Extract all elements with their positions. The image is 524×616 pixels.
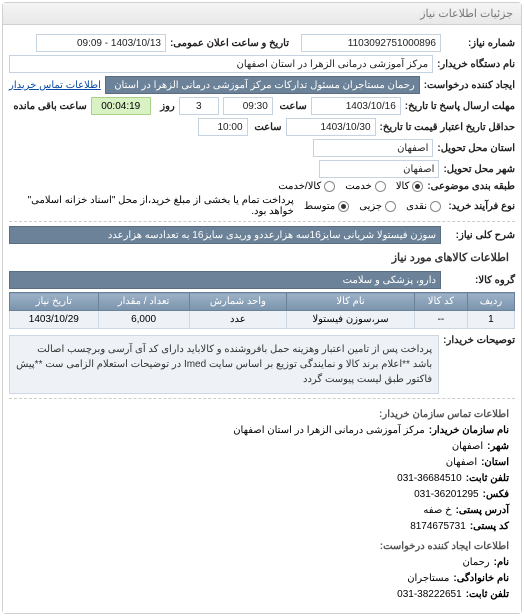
contact-block: اطلاعات تماس سازمان خریدار: نام سازمان خ…: [9, 403, 515, 607]
goods-group-field: دارو، پزشکی و سلامت: [9, 271, 441, 289]
col-code: کد کالا: [414, 293, 467, 311]
category-radio-group: کالا خدمت کالا/خدمت: [278, 181, 423, 192]
radio-full-icon: [338, 201, 349, 212]
creator-field: رحمان مستاجران مسئول تدارکات مرکز آموزشی…: [105, 76, 420, 94]
deadline-label: مهلت ارسال پاسخ تا تاریخ:: [405, 101, 515, 112]
contact-fax: 031-36201295: [414, 487, 479, 503]
time-label-2: ساعت: [252, 122, 282, 133]
remain-label: ساعت باقی مانده: [13, 101, 86, 112]
remain-field: 00:04:19: [91, 97, 151, 115]
table-header-row: ردیف کد کالا نام کالا واحد شمارش تعداد /…: [10, 293, 515, 311]
contact-org-label: نام سازمان خریدار:: [429, 423, 509, 439]
deadline-date-field: 1403/10/16: [311, 97, 401, 115]
contact-name-label: نام:: [494, 555, 509, 571]
buyer-org-field: مرکز آموزشی درمانی الزهرا در استان اصفها…: [9, 55, 433, 73]
buyer-desc-box: پرداخت پس از تامین اعتبار وهزینه حمل باف…: [9, 335, 439, 394]
radio-full-label: متوسط: [304, 201, 335, 212]
cell-unit: عدد: [189, 311, 287, 329]
contact-city-label: شهر:: [487, 439, 509, 455]
radio-partial-icon: [385, 201, 396, 212]
time-label-1: ساعت: [277, 101, 307, 112]
col-date: تاریخ نیاز: [10, 293, 99, 311]
radio-goods-service-label: کالا/خدمت: [278, 181, 321, 192]
brief-field: سوزن فیستولا شریانی سایز16سه هزارعددو ور…: [9, 226, 441, 244]
contact-phone-label: تلفن ثابت:: [466, 471, 509, 487]
buy-type-label: نوع فرآیند خرید:: [445, 201, 515, 212]
creator-label: ایجاد کننده درخواست:: [424, 80, 515, 91]
contact-cphone: 031-38222651: [397, 587, 462, 603]
radio-service-label: خدمت: [345, 181, 372, 192]
radio-goods[interactable]: کالا: [396, 181, 424, 192]
contact-address-label: آدرس پستی:: [456, 503, 509, 519]
contact-fax-label: فکس:: [483, 487, 509, 503]
col-row: ردیف: [467, 293, 514, 311]
form-body: شماره نیاز: 1103092751000896 تاریخ و ساع…: [3, 25, 521, 613]
goods-section-title: اطلاعات کالاهای مورد نیاز: [9, 247, 515, 268]
contact-family: مستاجران: [407, 571, 449, 587]
validity-label: حداقل تاریخ اعتبار قیمت تا تاریخ:: [380, 122, 515, 133]
contact-phone: 031-36684510: [397, 471, 462, 487]
radio-goods-label: کالا: [396, 181, 410, 192]
need-no-label: شماره نیاز:: [445, 38, 515, 49]
cell-date: 1403/10/29: [10, 311, 99, 329]
validity-time-field: 10:00: [198, 118, 248, 136]
radio-goods-icon: [412, 181, 423, 192]
col-qty: تعداد / مقدار: [98, 293, 189, 311]
col-name: نام کالا: [287, 293, 415, 311]
province-field: اصفهان: [313, 139, 433, 157]
contact-city: اصفهان: [452, 439, 483, 455]
col-unit: واحد شمارش: [189, 293, 287, 311]
radio-cash-icon: [430, 201, 441, 212]
contact-title: اطلاعات تماس سازمان خریدار:: [15, 407, 509, 423]
panel-title: جزئیات اطلاعات نیاز: [3, 3, 521, 25]
details-panel: جزئیات اطلاعات نیاز شماره نیاز: 11030927…: [2, 2, 522, 614]
contact-postal-label: کد پستی:: [470, 519, 509, 535]
contact-cphone-label: تلفن ثابت:: [466, 587, 509, 603]
creator-contact-title: اطلاعات ایجاد کننده درخواست:: [15, 539, 509, 555]
days-field: 3: [179, 97, 219, 115]
province-label: استان محل تحویل:: [437, 143, 515, 154]
contact-address: خ صفه: [423, 503, 451, 519]
contact-postal: 8174675731: [410, 519, 466, 535]
city-label: شهر محل تحویل:: [443, 164, 515, 175]
radio-goods-service[interactable]: کالا/خدمت: [278, 181, 335, 192]
brief-label: شرح کلی نیاز:: [445, 230, 515, 241]
need-no-field: 1103092751000896: [301, 34, 441, 52]
validity-date-field: 1403/10/30: [286, 118, 376, 136]
radio-partial[interactable]: جزیی: [359, 201, 396, 212]
buyer-desc-label: توصیحات خریدار:: [443, 335, 515, 346]
radio-full[interactable]: متوسط: [304, 201, 349, 212]
goods-table: ردیف کد کالا نام کالا واحد شمارش تعداد /…: [9, 292, 515, 329]
radio-cash-label: نقدی: [406, 201, 427, 212]
category-label: طبقه بندی موضوعی:: [427, 181, 515, 192]
radio-goods-service-icon: [324, 181, 335, 192]
contact-province-label: استان:: [481, 455, 509, 471]
goods-group-label: گروه کالا:: [445, 275, 515, 286]
cell-name: سر،سوزن فیستولا: [287, 311, 415, 329]
buy-type-radio-group: نقدی جزیی متوسط: [304, 201, 441, 212]
cell-code: --: [414, 311, 467, 329]
contact-family-label: نام خانوادگی:: [453, 571, 509, 587]
announce-field: 1403/10/13 - 09:09: [36, 34, 166, 52]
cell-qty: 6,000: [98, 311, 189, 329]
radio-service[interactable]: خدمت: [345, 181, 386, 192]
city-field: اصفهان: [319, 160, 439, 178]
table-row[interactable]: 1 -- سر،سوزن فیستولا عدد 6,000 1403/10/2…: [10, 311, 515, 329]
contact-link[interactable]: اطلاعات تماس خریدار: [9, 80, 101, 91]
contact-province: اصفهان: [446, 455, 477, 471]
radio-service-icon: [375, 181, 386, 192]
announce-label: تاریخ و ساعت اعلان عمومی:: [170, 38, 289, 49]
days-label: روز: [155, 101, 175, 112]
radio-cash[interactable]: نقدی: [406, 201, 441, 212]
contact-name: رحمان: [462, 555, 489, 571]
deadline-time-field: 09:30: [223, 97, 273, 115]
radio-partial-label: جزیی: [359, 201, 382, 212]
buyer-org-label: نام دستگاه خریدار:: [437, 59, 515, 70]
buy-note: پرداخت تمام یا بخشی از مبلغ خرید،از محل …: [9, 195, 294, 217]
contact-org: مرکز آموزشی درمانی الزهرا در استان اصفها…: [233, 423, 425, 439]
cell-row: 1: [467, 311, 514, 329]
